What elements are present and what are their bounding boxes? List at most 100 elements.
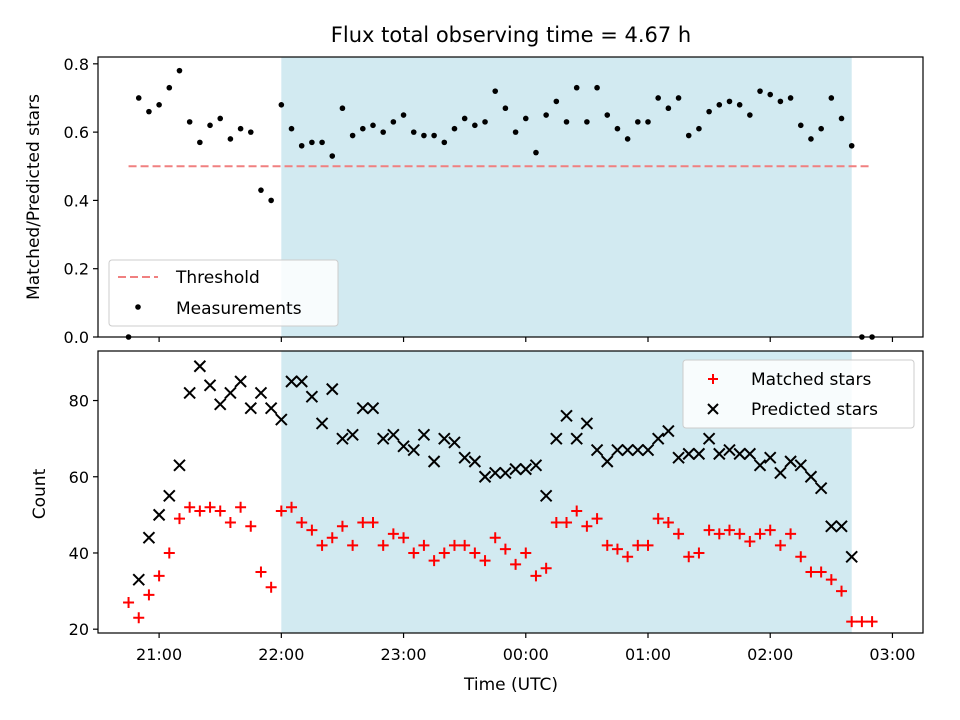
predicted-star-marker [152,508,166,522]
measurement-point [237,125,244,132]
predicted-star-marker [387,428,400,442]
matched-star-marker [398,532,410,544]
legend-predicted-label: Predicted stars [751,400,878,420]
y-tick-label: 0.6 [64,123,89,142]
predicted-star-marker [753,459,767,472]
top-panel: 0.0 0.2 0.4 0.6 0.8 Threshold Measurements [64,55,924,347]
matched-star-marker [316,539,328,551]
measurement-point [390,119,397,125]
matched-star-marker [184,501,196,513]
measurement-point [278,102,285,108]
y-tick-label: 20 [69,620,89,639]
predicted-star-marker [458,451,471,464]
measurement-point [319,139,325,146]
matched-star-marker [846,616,858,628]
x-tick-label: 02:00 [747,645,793,664]
measurement-point [655,95,661,101]
measurement-point [329,153,336,159]
measurement-point [156,102,162,108]
predicted-star-marker [713,447,726,461]
measurement-point [217,115,224,122]
measurement-point [166,84,173,91]
legend-measurement-swatch [135,304,141,310]
predicted-star-marker [550,432,563,445]
matched-star-marker [673,528,685,540]
matched-star-marker [326,532,338,544]
measurement-point [461,115,468,122]
predicted-star-marker [539,489,553,503]
measurement-point [309,139,315,146]
legend-predicted-swatch [707,403,719,415]
matched-star-marker [856,616,868,628]
measurement-point [675,95,682,101]
predicted-star-marker [417,428,431,442]
predicted-star-marker [733,447,746,461]
matched-star-marker [133,612,145,624]
matched-star-marker [469,547,481,559]
predicted-star-marker [468,455,482,468]
matched-star-marker [744,536,756,548]
measurement-point [492,88,499,94]
x-tick-label: 23:00 [381,645,427,664]
matched-star-marker [428,555,440,567]
measurement-point [543,112,549,118]
matched-star-marker [255,566,267,578]
predicted-star-marker [295,375,308,388]
measurement-point [828,95,835,101]
predicted-star-marker [489,466,502,480]
measurement-point [522,115,529,122]
predicted-star-marker [244,401,257,415]
legend-measurement-label: Measurements [176,299,302,319]
matched-star-marker [805,566,817,578]
predicted-star-marker [743,447,757,461]
matched-star-marker [408,547,420,559]
y-tick-label: 80 [69,392,89,411]
matched-star-marker [173,513,185,525]
measurement-point [502,105,509,112]
matched-star-marker [214,505,226,517]
measurement-point [339,105,346,112]
predicted-star-marker [651,432,665,445]
measurement-point [349,132,356,139]
matched-star-marker [693,547,705,559]
predicted-star-marker [407,443,420,457]
predicted-star-marker [203,379,217,392]
matched-star-marker [703,524,715,536]
predicted-star-marker [193,360,207,373]
matched-star-marker [561,516,573,528]
predicted-star-marker [570,432,583,445]
matched-star-marker [296,516,308,528]
predicted-star-marker [438,432,451,445]
predicted-star-marker [346,428,359,442]
measurement-point [787,95,794,101]
measurement-point [584,119,590,125]
predicted-star-marker [214,398,227,411]
measurement-point [380,129,386,135]
predicted-star-marker [529,459,543,472]
matched-star-marker [754,528,766,540]
predicted-star-marker [356,401,370,415]
predicted-star-marker [376,432,390,445]
predicted-star-marker [560,409,573,422]
bottom-panel: 20 40 60 80 21:00 22:00 23:00 00:00 01:00 02:00 03… [69,350,924,664]
measurement-point [665,105,672,112]
measurement-point [696,125,702,132]
matched-star-marker [591,513,603,525]
predicted-star-marker [397,440,410,453]
predicted-star-marker [448,436,461,449]
matched-star-marker [377,539,389,551]
measurement-point [360,125,366,132]
predicted-star-marker [835,520,848,533]
predicted-star-marker [163,489,176,503]
matched-star-marker [143,589,155,601]
measurement-point [135,95,142,101]
measurement-point [451,125,458,132]
measurement-point [176,67,183,74]
predicted-star-marker [305,390,319,403]
predicted-star-marker [478,470,492,483]
measurement-point [635,119,641,125]
predicted-star-marker [224,386,237,400]
measurement-point [838,115,845,122]
measurement-point [207,122,213,129]
